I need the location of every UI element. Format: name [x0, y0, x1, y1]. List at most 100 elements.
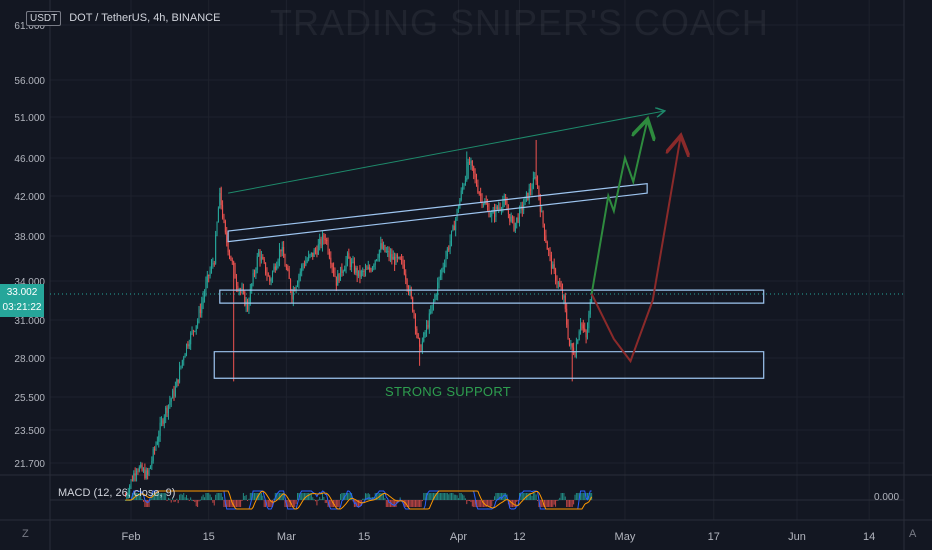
candle-body [316, 250, 318, 255]
candle-body [292, 289, 294, 300]
candle-body [256, 256, 258, 270]
candle-body [355, 267, 357, 273]
candle-body [434, 295, 436, 302]
strong-support-zone[interactable] [213, 351, 765, 379]
candle-body [309, 254, 311, 256]
macd-histogram-bar [442, 493, 444, 500]
candle-body [366, 269, 368, 271]
macd-histogram-bar [137, 493, 139, 500]
macd-histogram-bar [192, 500, 194, 501]
candle-body [263, 259, 265, 263]
upper-channel-zone[interactable] [227, 182, 648, 243]
macd-histogram-bar [255, 493, 257, 500]
candle-body [276, 265, 278, 270]
macd-histogram-bar [548, 500, 550, 507]
macd-histogram-bar [577, 493, 579, 500]
symbol-title[interactable]: DOT / TetherUS, 4h, BINANCE [69, 12, 221, 24]
macd-histogram-bar [473, 500, 475, 507]
macd-histogram-bar [568, 500, 570, 507]
mid-resistance-zone[interactable] [219, 289, 765, 304]
macd-histogram-bar [410, 500, 412, 507]
bullish-projection-path[interactable] [590, 121, 648, 295]
macd-histogram-bar [291, 500, 293, 507]
candle-body [328, 252, 330, 258]
candle-body [181, 360, 183, 366]
macd-histogram-bar [487, 500, 489, 507]
candle-body [133, 473, 135, 481]
timezone-icon[interactable]: Z [22, 528, 29, 540]
candle-body [384, 245, 386, 252]
macd-histogram-bar [181, 494, 183, 500]
candle-body [571, 343, 573, 348]
candle-body [188, 344, 190, 347]
macd-histogram-bar [312, 497, 314, 500]
candle-body [274, 266, 276, 270]
candle-body [401, 259, 403, 261]
candle-body [252, 273, 254, 284]
macd-histogram-bar [345, 493, 347, 500]
macd-histogram-bar [301, 493, 303, 500]
auto-scale-icon[interactable]: A [909, 528, 917, 540]
macd-histogram-bar [337, 500, 339, 507]
candle-body [557, 282, 559, 284]
macd-legend[interactable]: MACD (12, 26, close, 9) [58, 487, 176, 499]
macd-histogram-bar [235, 500, 237, 507]
candle-body [428, 313, 430, 328]
candle-body [427, 324, 429, 328]
macd-histogram-bar [484, 500, 486, 507]
price-tick-label: 23.500 [14, 426, 45, 437]
macd-histogram-bar [234, 500, 236, 507]
macd-histogram-bar [262, 495, 264, 500]
macd-histogram-bar [298, 493, 300, 500]
macd-histogram-bar [149, 499, 151, 501]
candle-body [234, 265, 236, 279]
candle-body [335, 276, 337, 286]
macd-histogram-bar [259, 493, 261, 500]
macd-histogram-bar [240, 500, 242, 507]
candle-body [439, 274, 441, 278]
macd-histogram-bar [331, 500, 333, 507]
rising-trendline[interactable] [228, 111, 664, 194]
candle-body [550, 254, 552, 269]
candle-body [381, 243, 383, 249]
candle-body [346, 253, 348, 261]
currency-badge[interactable]: USDT [26, 10, 62, 26]
macd-histogram-bar [381, 493, 383, 500]
macd-histogram-bar [543, 500, 545, 507]
candle-body [519, 207, 520, 222]
macd-histogram-bar [183, 493, 185, 500]
candle-body [247, 301, 249, 310]
macd-histogram-bar [170, 500, 172, 503]
macd-histogram-bar [363, 498, 365, 500]
macd-histogram-bar [428, 493, 430, 500]
macd-histogram-bar [462, 494, 464, 500]
macd-histogram-bar [294, 500, 296, 507]
candle-body [419, 338, 421, 347]
price-tick-label: 28.000 [14, 354, 45, 365]
macd-histogram-bar [299, 493, 301, 500]
candle-body [258, 251, 260, 257]
candle-body [542, 211, 544, 224]
candle-body [362, 270, 364, 272]
candle-body [141, 464, 143, 471]
candle-body [403, 264, 405, 275]
candle-body [510, 216, 512, 222]
current-price-tag: 33.002 03:21:22 [0, 284, 44, 317]
candle-body [545, 235, 547, 242]
macd-histogram-bar [205, 493, 207, 500]
candle-body [280, 249, 282, 252]
macd-histogram-bar [362, 498, 364, 500]
candle-body [460, 190, 462, 200]
macd-histogram-bar [466, 500, 468, 505]
candle-body [265, 262, 267, 274]
candle-body [233, 261, 235, 266]
macd-histogram-bar [133, 493, 135, 500]
candle-body [124, 496, 126, 497]
candle-body [474, 173, 476, 178]
bearish-projection-path[interactable] [590, 138, 681, 364]
macd-histogram-bar [310, 493, 312, 500]
macd-histogram-bar [403, 500, 405, 507]
candle-body [352, 261, 354, 263]
